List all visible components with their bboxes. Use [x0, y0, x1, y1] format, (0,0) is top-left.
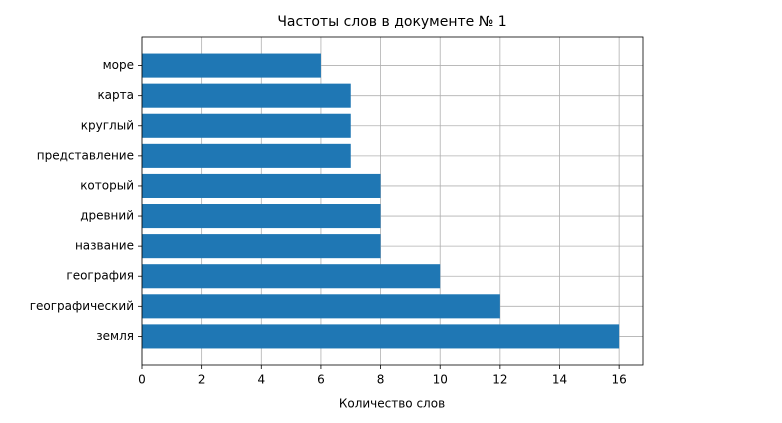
y-tick-label: география	[66, 269, 134, 283]
y-tick-label: древний	[80, 209, 134, 223]
bar	[142, 324, 620, 349]
bar	[142, 143, 351, 168]
bar	[142, 204, 381, 229]
y-tick-label: название	[75, 239, 134, 253]
y-tick-label: который	[80, 178, 134, 192]
bar	[142, 294, 500, 319]
bar	[142, 234, 381, 259]
x-tick-label: 2	[198, 373, 206, 387]
bar	[142, 113, 351, 138]
x-tick-label: 16	[612, 373, 627, 387]
bar	[142, 53, 321, 78]
x-tick-label: 10	[433, 373, 448, 387]
x-tick-label: 8	[377, 373, 385, 387]
y-tick-label: географический	[30, 299, 134, 313]
bar	[142, 264, 441, 289]
x-tick-label: 6	[317, 373, 325, 387]
y-tick-label: представление	[37, 148, 134, 162]
bar	[142, 83, 351, 108]
y-tick-label: карта	[97, 88, 134, 102]
y-tick-label: море	[103, 58, 134, 72]
y-tick-label: земля	[96, 329, 134, 343]
bar	[142, 173, 381, 198]
x-tick-label: 12	[492, 373, 507, 387]
x-tick-label: 14	[552, 373, 567, 387]
chart-title: Частоты слов в документе № 1	[277, 14, 506, 30]
plot-frame	[141, 36, 644, 366]
x-tick-label: 0	[138, 373, 146, 387]
x-tick-label: 4	[257, 373, 265, 387]
y-tick-label: круглый	[81, 118, 134, 132]
x-axis-label: Количество слов	[339, 397, 445, 411]
